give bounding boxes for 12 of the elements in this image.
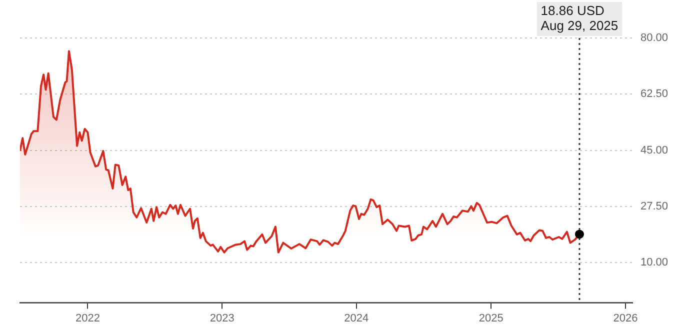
y-tick-label: 27.50 xyxy=(640,200,668,213)
y-tick-label: 10.00 xyxy=(640,256,668,269)
text: Aug 29, 2025 xyxy=(540,18,618,34)
x-tick-label: 2022 xyxy=(75,312,100,324)
x-tick-label: 2024 xyxy=(344,312,369,324)
x-tick-label: 2023 xyxy=(210,312,234,324)
x-tick-label: 2025 xyxy=(478,312,504,324)
y-tick-label: 45.00 xyxy=(640,144,668,156)
y-tick-label: 62.50 xyxy=(640,88,668,100)
y-tick-label: 80.00 xyxy=(640,32,668,44)
x-tick-label: 2026 xyxy=(613,312,638,324)
text: 18.86 USD xyxy=(540,3,604,18)
